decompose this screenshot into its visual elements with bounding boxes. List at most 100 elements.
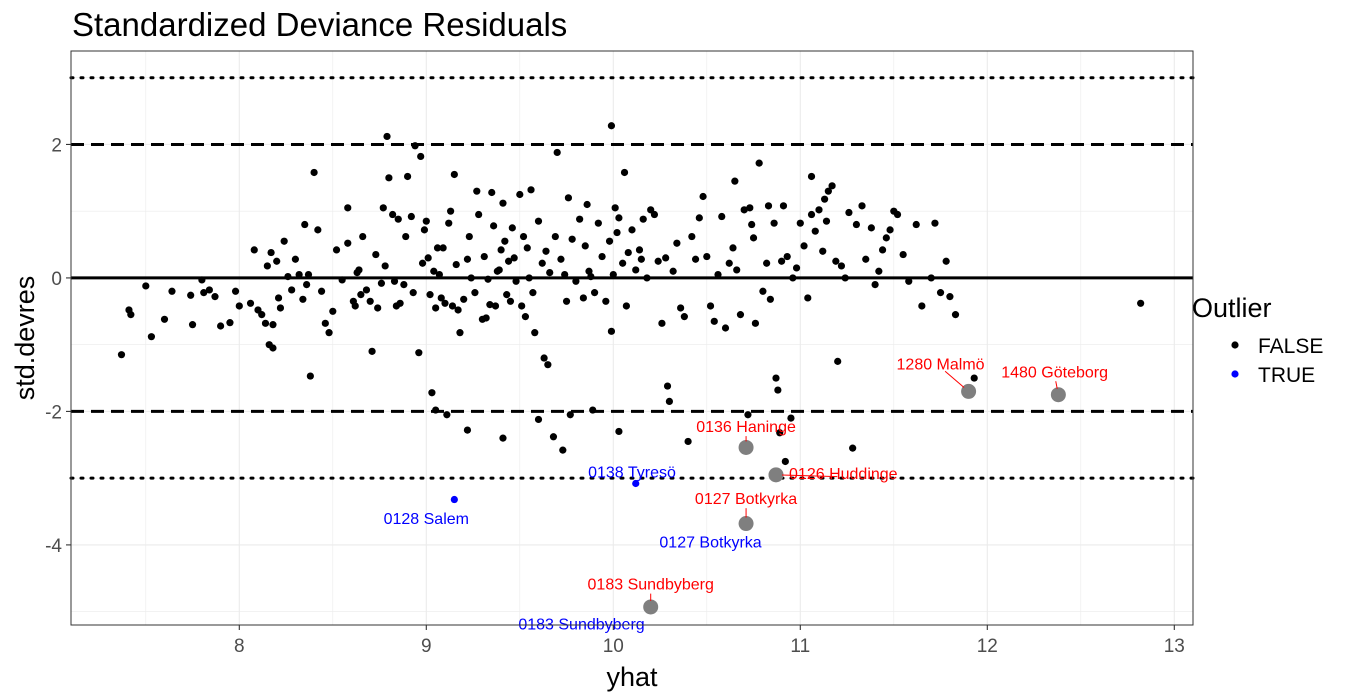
data-point bbox=[811, 227, 819, 235]
legend: Outlier FALSE TRUE bbox=[1192, 293, 1323, 387]
data-point bbox=[557, 255, 565, 263]
data-point bbox=[463, 426, 472, 434]
data-point bbox=[415, 349, 423, 357]
highlight-point bbox=[738, 516, 754, 532]
data-point bbox=[525, 274, 533, 282]
data-point bbox=[246, 299, 255, 307]
annotation-leader bbox=[944, 370, 965, 388]
data-point bbox=[613, 228, 621, 237]
data-point bbox=[147, 333, 156, 341]
data-point bbox=[473, 187, 481, 195]
data-point bbox=[807, 172, 816, 181]
data-point bbox=[424, 254, 432, 262]
data-point bbox=[607, 327, 616, 335]
data-point bbox=[852, 220, 861, 229]
data-point bbox=[465, 232, 473, 241]
data-point bbox=[845, 208, 853, 217]
data-point bbox=[819, 247, 827, 255]
data-point bbox=[607, 122, 616, 130]
panel-border bbox=[70, 50, 1194, 626]
data-point bbox=[875, 267, 883, 275]
data-point bbox=[542, 247, 550, 255]
data-point bbox=[390, 277, 399, 285]
data-point bbox=[527, 186, 535, 194]
data-point bbox=[936, 289, 945, 297]
data-point bbox=[374, 304, 382, 312]
data-point bbox=[912, 220, 920, 229]
data-point bbox=[568, 235, 576, 243]
data-point bbox=[504, 257, 513, 265]
data-point bbox=[619, 259, 627, 267]
data-point bbox=[710, 317, 718, 325]
data-point bbox=[521, 313, 530, 321]
highlight-point bbox=[1050, 387, 1066, 403]
annotation-label: 0127 Botkyrka bbox=[695, 491, 797, 508]
data-point bbox=[787, 414, 795, 422]
data-point bbox=[142, 282, 150, 290]
data-point bbox=[381, 262, 389, 270]
data-point bbox=[516, 190, 524, 199]
data-point bbox=[432, 304, 440, 312]
data-point bbox=[454, 306, 462, 314]
data-point bbox=[821, 195, 829, 203]
data-point bbox=[351, 302, 359, 310]
data-point bbox=[862, 255, 870, 263]
data-point bbox=[409, 289, 417, 297]
annotations: 1280 Malmö 1480 Göteborg 0136 Haninge 0126 … bbox=[384, 356, 1108, 633]
data-point bbox=[523, 244, 531, 252]
data-point bbox=[338, 276, 346, 284]
data-point bbox=[581, 242, 589, 250]
data-point bbox=[598, 252, 606, 261]
data-points bbox=[117, 122, 1145, 504]
data-point bbox=[764, 202, 773, 210]
data-point bbox=[878, 246, 887, 254]
grid bbox=[71, 51, 1193, 625]
data-point bbox=[372, 250, 380, 259]
data-point bbox=[673, 239, 681, 247]
data-point bbox=[815, 206, 823, 214]
data-point bbox=[778, 257, 786, 265]
data-point bbox=[448, 302, 457, 310]
data-point bbox=[763, 259, 771, 267]
data-point bbox=[893, 210, 902, 219]
data-point bbox=[544, 361, 552, 369]
data-point bbox=[499, 199, 507, 207]
data-point bbox=[691, 255, 700, 263]
data-point bbox=[699, 192, 707, 201]
data-point bbox=[637, 255, 645, 263]
x-tick-label: 12 bbox=[977, 636, 998, 657]
data-point bbox=[804, 294, 812, 302]
data-point bbox=[471, 289, 479, 297]
data-point bbox=[187, 291, 195, 299]
annotation-label: 0126 Huddinge bbox=[789, 466, 898, 483]
data-point bbox=[703, 252, 711, 261]
data-point bbox=[783, 252, 791, 261]
data-point bbox=[443, 411, 451, 419]
data-point bbox=[355, 266, 363, 274]
data-point bbox=[828, 182, 836, 190]
data-point bbox=[211, 293, 219, 301]
data-point bbox=[970, 374, 978, 382]
data-point bbox=[420, 226, 429, 234]
data-point bbox=[579, 294, 587, 302]
data-point bbox=[226, 319, 234, 327]
data-point bbox=[396, 299, 404, 307]
data-point bbox=[217, 322, 225, 330]
highlight-point bbox=[768, 467, 784, 483]
data-point bbox=[497, 246, 505, 254]
data-point bbox=[490, 222, 498, 230]
data-point bbox=[841, 274, 849, 282]
data-point bbox=[587, 272, 595, 281]
data-point bbox=[127, 311, 135, 319]
annotation-label: 0128 Salem bbox=[384, 511, 469, 528]
data-point bbox=[344, 239, 352, 247]
data-point bbox=[510, 254, 518, 262]
data-point bbox=[946, 293, 954, 301]
data-point bbox=[288, 286, 296, 294]
data-point bbox=[357, 291, 365, 299]
data-point bbox=[561, 270, 569, 279]
data-point bbox=[849, 444, 857, 452]
data-point bbox=[721, 324, 730, 332]
data-point bbox=[534, 217, 543, 225]
data-point bbox=[665, 397, 674, 406]
